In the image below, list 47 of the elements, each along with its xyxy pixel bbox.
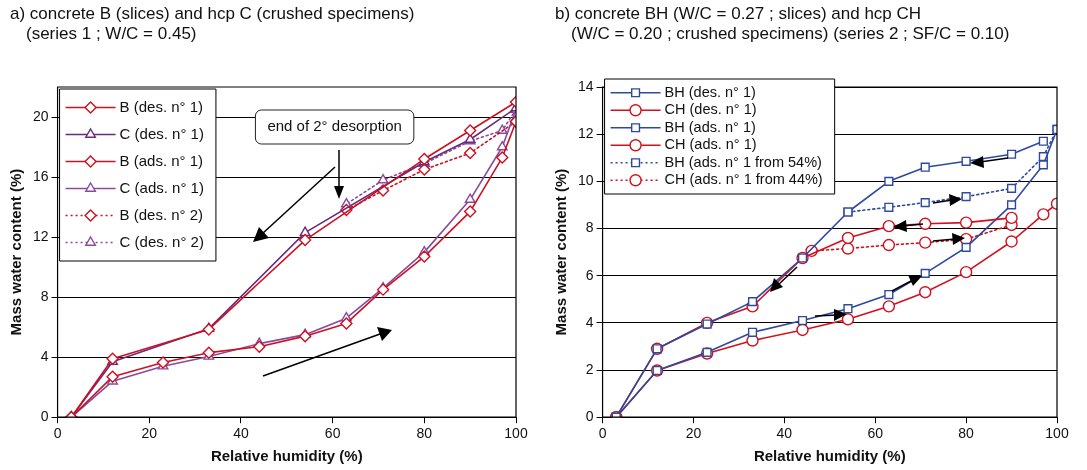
x-tick-label: 0 (598, 425, 607, 442)
legend-label: BH (ads. n° 1) (664, 118, 756, 135)
legend-label: BH (ads. n° 1 from 54%) (664, 153, 822, 170)
legend-label: B (des. n° 1) (119, 97, 204, 115)
legend-label: CH (ads. n° 1 from 44%) (664, 171, 823, 188)
y-tick-label: 4 (585, 313, 594, 330)
y-tick-label: 8 (585, 219, 594, 236)
y-tick-label: 0 (585, 408, 594, 425)
y-tick-label: 4 (40, 348, 49, 365)
x-tick-label: 60 (867, 425, 884, 442)
annotation: end of 2° desorption (267, 117, 402, 135)
y-tick-label: 12 (577, 125, 594, 142)
y-tick-label: 12 (32, 227, 49, 244)
legend-label: CH (ads. n° 1) (664, 136, 757, 153)
x-tick-label: 100 (504, 425, 528, 442)
legend-label: B (des. n° 2) (119, 205, 204, 223)
x-tick-label: 80 (958, 425, 975, 442)
legend-label: C (des. n° 2) (119, 232, 204, 250)
y-tick-label: 20 (32, 107, 49, 124)
x-tick-label: 40 (776, 425, 793, 442)
x-axis-title: Relative humidity (%) (753, 447, 906, 465)
y-tick-label: 8 (40, 287, 49, 304)
x-tick-label: 0 (53, 425, 62, 442)
y-axis-title: Mass water content (%) (552, 168, 570, 336)
chart-title: b) concrete BH (W/C = 0.27 ; slices) and hcp CH (555, 4, 923, 24)
chart-subtitle: (series 1 ; W/C = 0.45) (25, 24, 198, 44)
x-tick-label: 100 (1045, 425, 1069, 442)
x-tick-label: 20 (685, 425, 702, 442)
x-tick-label: 60 (324, 425, 341, 442)
x-axis-title: Relative humidity (%) (210, 447, 363, 465)
legend-label: B (ads. n° 1) (119, 151, 204, 169)
y-axis-title: Mass water content (%) (7, 168, 25, 336)
chart-title: a) concrete B (slices) and hcp C (crushed specimens) (10, 4, 415, 24)
legend-label: C (ads. n° 1) (119, 178, 204, 196)
y-tick-label: 2 (585, 360, 594, 377)
y-tick-label: 14 (577, 77, 594, 94)
y-tick-label: 0 (40, 408, 49, 425)
legend-label: C (des. n° 1) (119, 124, 204, 142)
y-tick-label: 16 (32, 167, 49, 184)
y-tick-label: 6 (585, 266, 594, 283)
legend-label: CH (des. n° 1) (664, 101, 757, 118)
legend-label: BH (des. n° 1) (664, 83, 756, 100)
x-tick-label: 20 (141, 425, 158, 442)
chart-subtitle: (W/C = 0.20 ; crushed specimens) (series 2 ; SF/C = 0.10) (570, 24, 1010, 44)
y-tick-label: 10 (577, 172, 594, 189)
x-tick-label: 40 (233, 425, 249, 442)
x-tick-label: 80 (416, 425, 433, 442)
